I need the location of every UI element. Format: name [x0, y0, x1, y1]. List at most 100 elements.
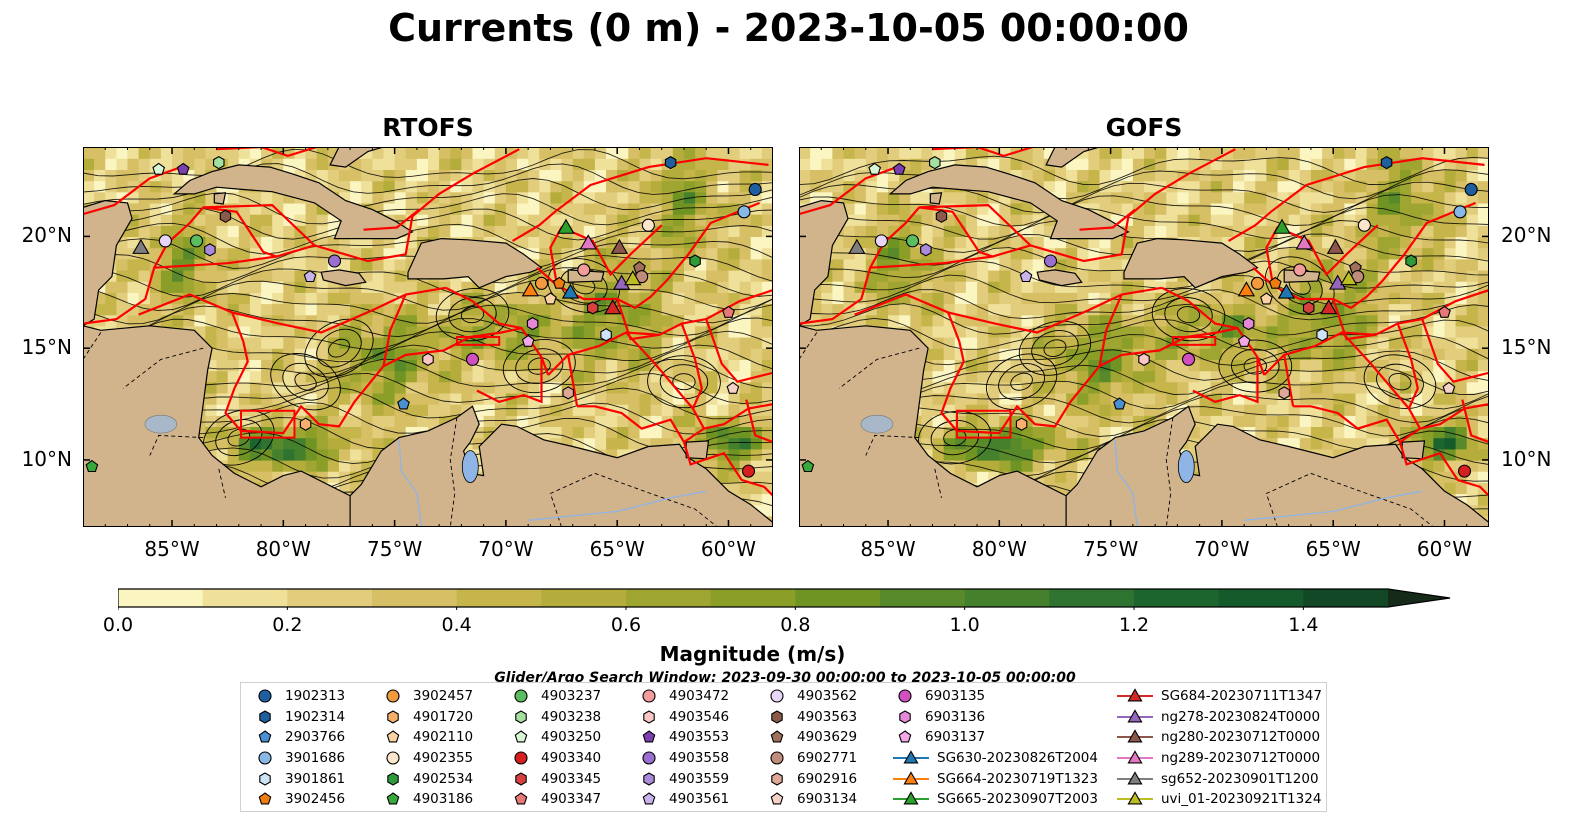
search-window-text: Glider/Argo Search Window: 2023-09-30 00…	[494, 670, 1076, 684]
marker-sg652-20230901t1200[interactable]	[848, 238, 866, 254]
marker-sg684-20230711t1347[interactable]	[604, 299, 622, 315]
marker-4903558[interactable]	[327, 254, 342, 268]
lake-maracaibo	[1177, 450, 1195, 484]
marker-4901720[interactable]	[1015, 417, 1028, 431]
marker-sg684-20230711t1347[interactable]	[1320, 299, 1338, 315]
marker-4903186[interactable]	[85, 459, 99, 473]
legend-label: SG665-20230907T2003	[937, 791, 1098, 808]
marker-6903134[interactable]	[1442, 381, 1456, 394]
marker-4903238[interactable]	[213, 155, 225, 170]
marker-6903134[interactable]	[726, 381, 740, 394]
legend-item-3901861: 3901861	[253, 768, 345, 789]
marker-3902457[interactable]	[1250, 276, 1265, 290]
marker-4903340[interactable]	[741, 464, 756, 478]
marker-4903250[interactable]	[868, 162, 882, 175]
marker-sg664-20230719t1323[interactable]	[1237, 281, 1256, 297]
legend-item-ng289-20230712t0000: ng289-20230712T0000	[1117, 748, 1322, 769]
legend-label: ng280-20230712T0000	[1161, 729, 1321, 746]
marker-4903546[interactable]	[422, 352, 434, 367]
marker-6903137[interactable]	[1237, 334, 1251, 347]
marker-4903563[interactable]	[935, 209, 948, 223]
marker-3901861[interactable]	[600, 328, 612, 342]
marker-4903472[interactable]	[577, 263, 591, 277]
marker-3902456[interactable]	[552, 276, 566, 289]
marker-4903250[interactable]	[152, 162, 166, 175]
marker-4903546[interactable]	[1138, 352, 1150, 367]
marker-4903559[interactable]	[204, 243, 216, 257]
pentagon-marker-icon	[258, 792, 272, 805]
marker-4903562[interactable]	[874, 234, 888, 248]
marker-1902313[interactable]	[748, 182, 762, 197]
marker-ng280-20230712t0000[interactable]	[1326, 238, 1345, 254]
marker-6903135[interactable]	[465, 352, 480, 366]
marker-4903345[interactable]	[1302, 301, 1315, 315]
marker-sg665-20230907t2003[interactable]	[1273, 218, 1291, 234]
marker-uvi_01-20230921t1324[interactable]	[1340, 270, 1358, 286]
legend-item-4902110: 4902110	[381, 727, 473, 748]
marker-4903237[interactable]	[905, 234, 920, 248]
marker-3902456[interactable]	[1268, 276, 1282, 289]
marker-sg652-20230901t1200[interactable]	[132, 238, 150, 254]
marker-sg665-20230907t2003[interactable]	[557, 218, 575, 234]
legend-item-sg630-20230826t2004: SG630-20230826T2004	[893, 748, 1098, 769]
marker-4903553[interactable]	[892, 162, 906, 175]
marker-6903137[interactable]	[521, 334, 535, 347]
marker-ng289-20230712t0000[interactable]	[579, 234, 597, 250]
hexagon-marker-icon	[515, 772, 527, 786]
marker-ng289-20230712t0000[interactable]	[1295, 234, 1313, 250]
legend-item-4903237: 4903237	[509, 686, 601, 707]
legend-item-1902313: 1902313	[253, 686, 345, 707]
legend-label: 1902313	[285, 688, 346, 705]
legend-label: 4902534	[413, 770, 474, 787]
marker-4903561[interactable]	[1019, 269, 1033, 283]
marker-4903237[interactable]	[189, 234, 204, 248]
marker-4901720[interactable]	[299, 417, 312, 431]
marker-6902916[interactable]	[1278, 386, 1290, 400]
marker-sg630-20230826t2004[interactable]	[561, 283, 580, 299]
marker-4903559[interactable]	[920, 243, 932, 257]
marker-4903340[interactable]	[1457, 464, 1472, 478]
marker-2903766[interactable]	[1113, 397, 1126, 410]
marker-4903561[interactable]	[303, 269, 317, 283]
marker-3901686[interactable]	[737, 205, 751, 219]
marker-sg630-20230826t2004[interactable]	[1277, 283, 1296, 299]
marker-uvi_01-20230921t1324[interactable]	[624, 270, 642, 286]
marker-6903136[interactable]	[526, 316, 539, 331]
map-panel-gofs[interactable]	[799, 147, 1489, 527]
marker-3902457[interactable]	[534, 276, 549, 290]
marker-6902916[interactable]	[562, 386, 574, 400]
marker-4902534[interactable]	[1405, 254, 1417, 268]
marker-4903238[interactable]	[929, 155, 941, 170]
marker-4903186[interactable]	[801, 459, 815, 473]
marker-4903472[interactable]	[1293, 263, 1307, 277]
marker-4903347[interactable]	[1438, 305, 1451, 318]
legend-item-4903250: 4903250	[509, 727, 601, 748]
marker-4902355[interactable]	[1357, 218, 1371, 232]
marker-ng280-20230712t0000[interactable]	[610, 238, 629, 254]
marker-4902110[interactable]	[1260, 292, 1273, 305]
marker-ng278-20230824t0000[interactable]	[612, 274, 631, 290]
marker-4903553[interactable]	[176, 162, 190, 175]
marker-4903558[interactable]	[1043, 254, 1058, 268]
marker-4902110[interactable]	[544, 292, 557, 305]
marker-ng278-20230824t0000[interactable]	[1328, 274, 1347, 290]
map-panel-rtofs[interactable]	[83, 147, 773, 527]
marker-6903136[interactable]	[1242, 316, 1255, 331]
marker-4903562[interactable]	[158, 234, 172, 248]
marker-sg664-20230719t1323[interactable]	[521, 281, 540, 297]
marker-3901686[interactable]	[1453, 205, 1467, 219]
legend-label: 6903135	[925, 688, 986, 705]
marker-4903563[interactable]	[219, 209, 232, 223]
marker-1902314[interactable]	[664, 155, 677, 170]
marker-2903766[interactable]	[397, 397, 410, 410]
marker-1902314[interactable]	[1380, 155, 1393, 170]
marker-3901861[interactable]	[1316, 328, 1328, 342]
marker-4902534[interactable]	[689, 254, 701, 268]
marker-4902355[interactable]	[641, 218, 655, 232]
marker-4903345[interactable]	[586, 301, 599, 315]
lon-tick-label: 60°W	[700, 537, 757, 561]
marker-1902313[interactable]	[1464, 182, 1478, 197]
marker-4903347[interactable]	[722, 305, 735, 318]
marker-6903135[interactable]	[1181, 352, 1196, 366]
hexagon-marker-icon	[771, 710, 783, 724]
